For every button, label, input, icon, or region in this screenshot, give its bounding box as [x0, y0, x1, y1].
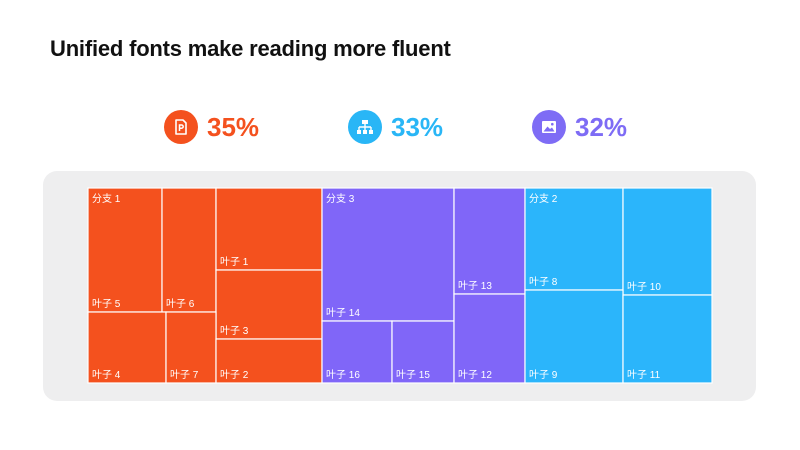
stat-org-chart: 33%: [348, 108, 443, 146]
treemap-cell: [321, 320, 393, 384]
leaf-label: 叶子 5: [92, 298, 121, 310]
leaf-label: 叶子 11: [627, 369, 661, 381]
treemap-cell: [622, 294, 713, 384]
treemap-cell: [161, 187, 217, 313]
treemap-chart: 叶子 5 叶子 6叶子 1叶子 3叶子 4 叶子 7 叶子 2分支 1叶子 14叶子 …: [87, 187, 713, 384]
treemap-cell: [453, 187, 526, 295]
stat-value: 32%: [575, 111, 628, 142]
leaf-label: 叶子 6: [166, 298, 195, 310]
treemap-cell: [87, 187, 163, 313]
leaf-label: 叶子 15: [396, 369, 430, 381]
leaf-label: 叶子 10: [627, 281, 661, 293]
stat-value: 35%: [207, 111, 260, 142]
leaf-label: 叶子 12: [458, 369, 492, 381]
stat-image: 32%: [532, 108, 627, 146]
leaf-label: 叶子 1: [220, 256, 249, 268]
leaf-label: 叶子 13: [458, 280, 492, 292]
treemap-cell: [524, 187, 624, 291]
branch-label: 分支 3: [326, 193, 355, 205]
treemap-cell: [524, 289, 624, 384]
treemap-cell: [215, 338, 323, 384]
ppt-file-icon: [164, 110, 198, 144]
treemap-panel: 叶子 5 叶子 6 叶子 1 叶子 3 叶子 4 叶子 7 叶子 2 分支 1 叶子 14 叶子 …: [43, 171, 756, 401]
treemap-cell: [453, 293, 526, 384]
treemap-branch: 叶子 8 叶子 10 叶子 9 叶子 11 分支 2: [524, 187, 713, 384]
treemap-cell: [391, 320, 455, 384]
leaf-label: 叶子 7: [170, 369, 199, 381]
treemap-cell: [622, 187, 713, 296]
leaf-label: 叶子 4: [92, 369, 121, 381]
leaf-label: 叶子 16: [326, 369, 360, 381]
leaf-label: 叶子 8: [529, 276, 558, 288]
branch-label: 分支 2: [529, 193, 558, 205]
page-title: Unified fonts make reading more fluent: [50, 36, 451, 61]
stat-value: 33%: [391, 111, 444, 142]
leaf-label: 叶子 3: [220, 325, 249, 337]
stat-ppt: 35%: [164, 108, 259, 146]
treemap-branch: 叶子 5 叶子 6 叶子 1 叶子 3 叶子 4 叶子 7 叶子 2 分支 1: [87, 187, 323, 384]
branch-label: 分支 1: [92, 193, 121, 205]
leaf-label: 叶子 2: [220, 369, 249, 381]
treemap-cell: [321, 187, 455, 322]
leaf-label: 叶子 14: [326, 307, 360, 319]
treemap-branch: 叶子 14 叶子 13 叶子 16 叶子 15 叶子 12 分支 3: [321, 187, 526, 384]
org-chart-icon: [348, 110, 382, 144]
image-icon: [532, 110, 566, 144]
leaf-label: 叶子 9: [529, 369, 558, 381]
